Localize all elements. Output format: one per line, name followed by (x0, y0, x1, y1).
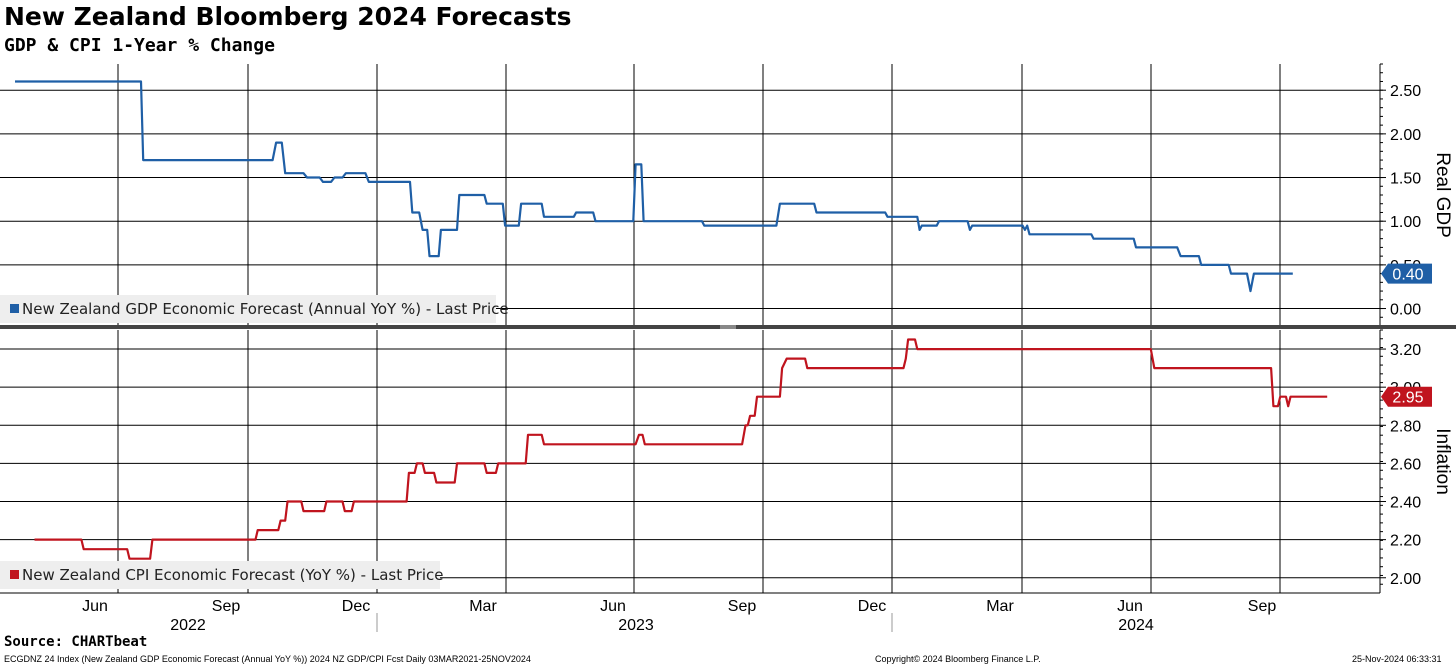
x-month-label-7: Mar (986, 598, 1014, 615)
footer-copyright: Copyright© 2024 Bloomberg Finance L.P. (875, 654, 1041, 664)
footer-timestamp: 25-Nov-2024 06:33:31 (1352, 654, 1442, 664)
last-value-marker-gdp (1381, 263, 1432, 284)
series-line-gdp (15, 80, 1293, 293)
x-month-label-1: Sep (212, 598, 241, 615)
y-tick-label-cpi-4: 2.40 (1390, 495, 1421, 512)
x-year-label-0: 2022 (170, 617, 206, 634)
y-tick-label-gdp-1: 2.00 (1390, 127, 1421, 144)
y-tick-label-gdp-2: 1.50 (1390, 171, 1421, 188)
footer-left-text: ECGDNZ 24 Index (New Zealand GDP Economi… (4, 654, 531, 664)
y-tick-label-gdp-3: 1.00 (1390, 214, 1421, 231)
legend-box-cpi (0, 561, 440, 589)
last-value-label-cpi: 2.95 (1392, 390, 1423, 407)
y-axis-title-cpi: Inflation (1432, 428, 1453, 495)
chart-subtitle: GDP & CPI 1-Year % Change (4, 35, 275, 56)
chart-title: New Zealand Bloomberg 2024 Forecasts (4, 2, 572, 31)
panel-divider-handle (720, 325, 736, 329)
y-tick-label-gdp-5: 0.00 (1390, 302, 1421, 319)
y-tick-label-cpi-5: 2.20 (1390, 533, 1421, 550)
legend-box-gdp (0, 295, 496, 323)
legend-label-cpi: New Zealand CPI Economic Forecast (YoY %… (22, 566, 443, 584)
x-year-label-2: 2024 (1118, 617, 1154, 634)
y-tick-label-cpi-3: 2.60 (1390, 456, 1421, 473)
x-month-label-5: Sep (728, 598, 757, 615)
legend-label-gdp: New Zealand GDP Economic Forecast (Annua… (22, 300, 509, 318)
series-line-cpi (34, 338, 1328, 560)
legend-swatch-gdp (10, 304, 19, 313)
source-note: Source: CHARTbeat (4, 634, 148, 650)
x-month-label-6: Dec (858, 598, 886, 615)
y-tick-label-cpi-2: 2.80 (1390, 418, 1421, 435)
y-tick-label-cpi-0: 3.20 (1390, 342, 1421, 359)
legend-swatch-cpi (10, 570, 19, 579)
x-month-label-2: Dec (342, 598, 370, 615)
last-value-label-gdp: 0.40 (1392, 267, 1423, 284)
y-tick-label-gdp-0: 2.50 (1390, 83, 1421, 100)
x-month-label-4: Jun (600, 598, 626, 615)
x-month-label-9: Sep (1248, 598, 1277, 615)
y-axis-title-gdp: Real GDP (1432, 152, 1453, 238)
x-month-label-3: Mar (469, 598, 497, 615)
y-tick-label-cpi-6: 2.00 (1390, 571, 1421, 588)
x-month-label-8: Jun (1117, 598, 1143, 615)
last-value-marker-cpi (1381, 386, 1432, 407)
x-month-label-0: Jun (82, 598, 108, 615)
x-year-label-1: 2023 (618, 617, 654, 634)
